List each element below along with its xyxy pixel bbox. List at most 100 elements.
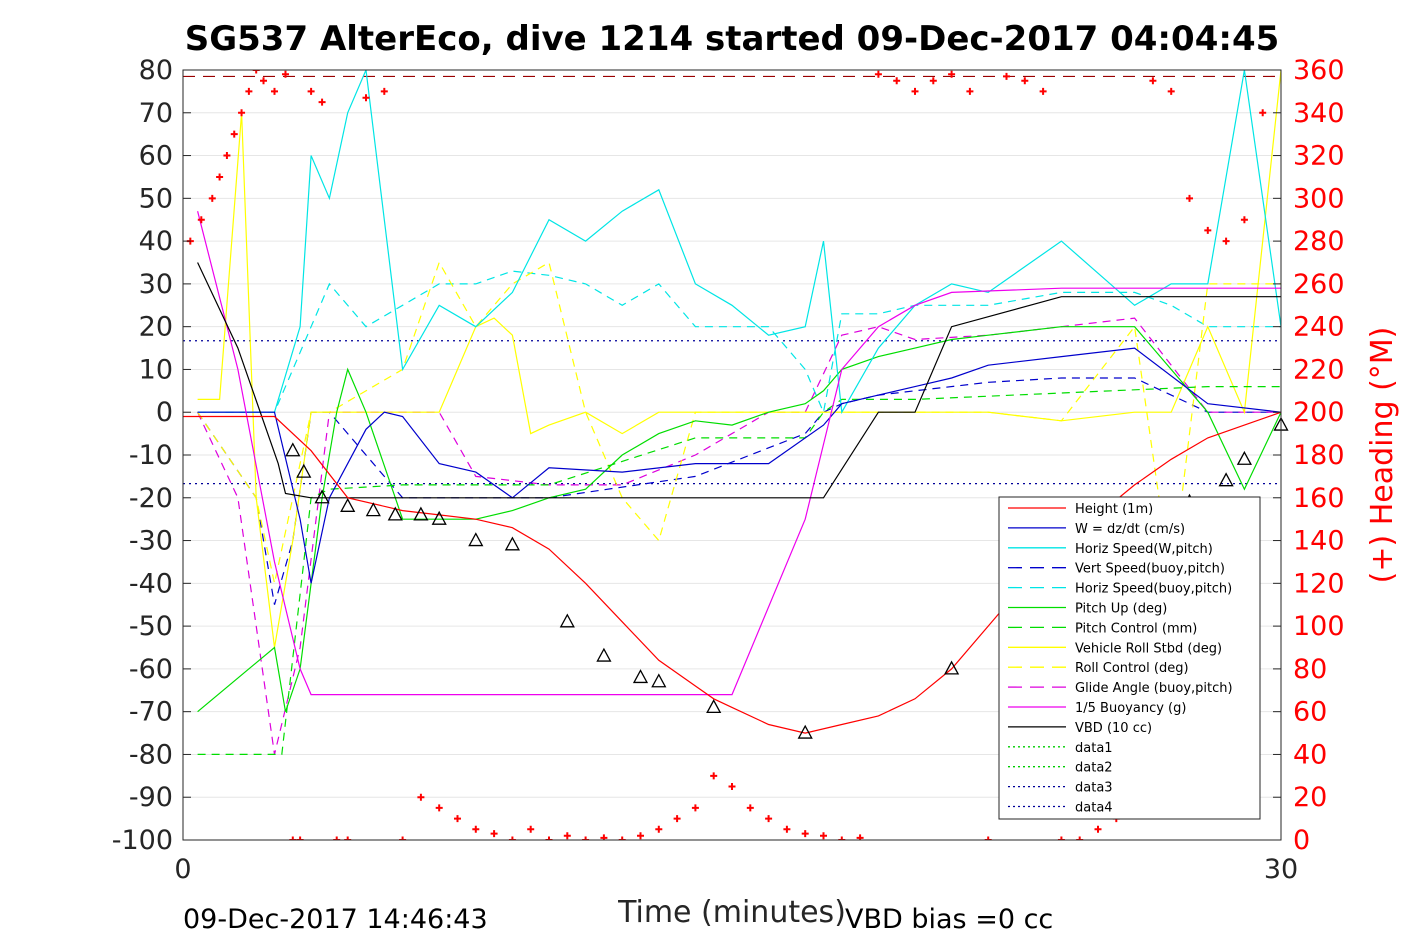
y-tick-label: -60 xyxy=(129,654,173,685)
y-tick-label: -20 xyxy=(129,483,173,514)
y-tick-label: -50 xyxy=(129,611,173,642)
heading-point xyxy=(691,804,699,812)
legend-label: Glide Angle (buoy,pitch) xyxy=(1075,681,1233,696)
heading-point xyxy=(984,836,992,840)
heading-point xyxy=(238,109,246,117)
heading-point xyxy=(655,825,663,833)
y2-tick-label: 260 xyxy=(1293,269,1345,300)
heading-point xyxy=(1204,226,1212,234)
heading-point xyxy=(197,216,205,224)
heading-point xyxy=(783,825,791,833)
heading-point xyxy=(223,152,231,160)
heading-point xyxy=(1222,237,1230,245)
heading-point xyxy=(1186,194,1193,202)
triangle-marker xyxy=(314,489,330,504)
heading-point xyxy=(948,70,956,78)
heading-point xyxy=(435,804,443,812)
heading-point xyxy=(929,77,937,85)
heading-point xyxy=(563,832,571,840)
x-tick-label: 30 xyxy=(1264,854,1298,885)
heading-point xyxy=(1149,77,1157,85)
heading-point xyxy=(893,77,901,85)
heading-point xyxy=(600,834,608,840)
heading-point xyxy=(728,783,736,791)
triangle-marker xyxy=(797,724,813,739)
heading-point xyxy=(454,815,461,823)
heading-point xyxy=(545,836,553,840)
y-tick-label: -90 xyxy=(129,782,173,813)
triangle-markers xyxy=(285,416,1289,739)
heading-point xyxy=(673,815,681,823)
triangle-marker xyxy=(285,442,301,457)
y2-tick-label: 40 xyxy=(1293,739,1327,770)
triangle-marker xyxy=(413,506,429,521)
heading-point xyxy=(1259,109,1267,117)
heading-point xyxy=(333,836,341,840)
y2-tick-label: 280 xyxy=(1293,226,1345,257)
triangle-marker xyxy=(596,647,612,662)
series-horiz-speed-buoy-pitch xyxy=(197,270,1281,415)
triangle-marker xyxy=(632,669,649,684)
triangle-marker xyxy=(559,613,575,628)
heading-point xyxy=(245,87,253,95)
series-pitch-control-mm xyxy=(197,386,1281,756)
legend-label: VBD (10 cc) xyxy=(1075,721,1152,736)
heading-point xyxy=(216,173,224,181)
y-tick-label: 60 xyxy=(139,141,173,172)
heading-point xyxy=(966,87,974,95)
heading-point xyxy=(296,836,304,840)
y-tick-label: 40 xyxy=(139,226,173,257)
y-axis-left: 80 70 60 50 40 30 20 10 0 -10 -20 -30 -40 -50 -60 -70 -8… xyxy=(112,55,191,856)
footer-timestamp: 09-Dec-2017 14:46:43 xyxy=(183,904,488,935)
y-tick-label: 10 xyxy=(139,354,173,385)
y2-tick-label: 60 xyxy=(1293,697,1327,728)
y-tick-label: -10 xyxy=(129,440,173,471)
legend-label: Roll Control (deg) xyxy=(1075,661,1189,676)
heading-point xyxy=(289,836,297,840)
triangle-marker xyxy=(468,532,484,547)
triangle-marker xyxy=(1218,472,1234,487)
x-axis-label: Time (minutes) xyxy=(617,895,846,930)
y2-tick-label: 340 xyxy=(1293,98,1345,129)
heading-point xyxy=(637,832,644,840)
heading-point xyxy=(911,87,919,95)
heading-point xyxy=(874,70,882,78)
heading-point xyxy=(1076,836,1084,840)
y-tick-label: -40 xyxy=(129,568,173,599)
heading-point xyxy=(1039,87,1047,95)
y-tick-label: 50 xyxy=(139,183,173,214)
heading-point xyxy=(230,130,238,138)
heading-point xyxy=(801,830,809,838)
x-axis: 0 30 xyxy=(174,832,1298,885)
y2-axis-label: (+) Heading (°M) xyxy=(1365,327,1400,584)
heading-point xyxy=(399,836,407,840)
heading-point xyxy=(508,836,516,840)
y2-tick-label: 240 xyxy=(1293,312,1345,343)
footer-vbd-bias: VBD bias =0 cc xyxy=(845,904,1053,935)
series-pitch-up-deg xyxy=(197,326,1281,713)
y-tick-label: -70 xyxy=(129,697,173,728)
heading-point xyxy=(271,87,278,95)
triangle-marker xyxy=(944,660,960,675)
y2-tick-label: 100 xyxy=(1293,611,1345,642)
triangle-marker xyxy=(387,506,403,521)
legend-label: Pitch Control (mm) xyxy=(1075,621,1197,636)
y2-tick-label: 220 xyxy=(1293,354,1345,385)
y2-tick-label: 80 xyxy=(1293,654,1327,685)
series-horiz-speed-w-pitch xyxy=(197,70,1281,415)
triangle-marker xyxy=(651,673,667,688)
heading-point xyxy=(318,98,326,106)
triangle-marker xyxy=(431,510,447,525)
legend-label: data1 xyxy=(1075,741,1113,756)
heading-point xyxy=(765,815,773,823)
triangle-marker xyxy=(365,502,381,517)
heading-point xyxy=(380,87,388,95)
heading-point xyxy=(1021,77,1029,85)
legend: Height (1m) W = dz/dt (cm/s) Horiz Speed(W… xyxy=(998,496,1261,820)
heading-point xyxy=(307,87,315,95)
heading-point xyxy=(1240,216,1248,224)
heading-point xyxy=(838,836,846,840)
heading-point xyxy=(856,834,864,840)
y2-tick-label: 200 xyxy=(1293,397,1345,428)
y-tick-label: -30 xyxy=(129,526,173,557)
